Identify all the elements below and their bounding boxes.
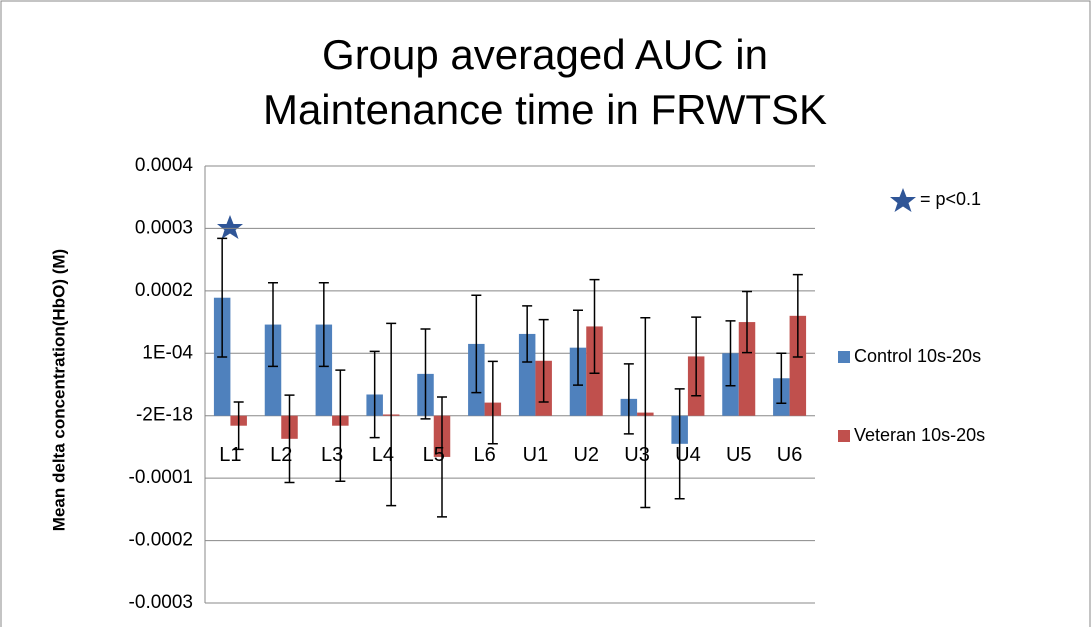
annotation: = p<0.1 bbox=[920, 189, 981, 209]
y-tick-label: 0.0004 bbox=[135, 155, 194, 176]
error-bar bbox=[589, 278, 600, 375]
error-bar bbox=[725, 320, 736, 387]
bar bbox=[315, 324, 333, 416]
bar bbox=[264, 324, 282, 416]
error-bar bbox=[335, 369, 346, 483]
x-tick-label: U6 bbox=[777, 444, 803, 466]
x-tick-label: U5 bbox=[726, 444, 752, 466]
y-tick-label: 1E-04 bbox=[142, 342, 193, 363]
x-tick-label: L1 bbox=[219, 444, 241, 466]
x-tick-label: U1 bbox=[523, 444, 549, 466]
legend-star bbox=[890, 188, 916, 212]
legend-label: Control 10s-20s bbox=[854, 346, 981, 366]
error-bar bbox=[318, 281, 329, 368]
error-bar bbox=[640, 316, 651, 509]
error-bar bbox=[487, 360, 498, 445]
y-tick-label: -0.0003 bbox=[129, 592, 193, 613]
x-tick-label: L4 bbox=[372, 444, 394, 466]
legend-label: Veteran 10s-20s bbox=[854, 425, 985, 445]
chart-title: Maintenance time in FRWTSK bbox=[263, 86, 827, 133]
error-bar bbox=[623, 363, 634, 435]
y-tick-label: 0.0002 bbox=[135, 280, 193, 301]
error-bar bbox=[233, 401, 244, 451]
error-bar bbox=[471, 294, 482, 394]
y-tick-label: 0.0003 bbox=[135, 217, 193, 238]
y-tick-label: -2E-18 bbox=[136, 405, 193, 426]
error-bar bbox=[674, 388, 685, 500]
x-tick-label: L5 bbox=[423, 444, 445, 466]
x-tick-label: U3 bbox=[624, 444, 650, 466]
legend-swatch bbox=[838, 351, 850, 363]
error-bar bbox=[284, 394, 295, 484]
bar bbox=[789, 315, 807, 416]
y-tick-label: -0.0002 bbox=[129, 530, 193, 551]
y-axis-label: Mean delta concentration(HbO) (M) bbox=[49, 249, 68, 531]
error-bar bbox=[573, 309, 583, 386]
error-bar bbox=[522, 305, 533, 363]
chart-title: Group averaged AUC in bbox=[322, 31, 768, 78]
error-bar bbox=[420, 328, 431, 420]
error-bar bbox=[386, 322, 397, 507]
x-tick-label: L6 bbox=[473, 444, 495, 466]
legend-swatch bbox=[838, 430, 850, 442]
error-bar bbox=[268, 281, 278, 368]
error-bar bbox=[437, 396, 447, 518]
error-bar bbox=[776, 352, 787, 404]
error-bar bbox=[217, 237, 228, 358]
error-bar bbox=[369, 350, 380, 439]
error-bar bbox=[742, 290, 752, 354]
error-bar bbox=[691, 316, 702, 397]
x-tick-label: L3 bbox=[321, 444, 343, 466]
y-tick-label: -0.0001 bbox=[129, 467, 193, 488]
x-tick-label: L2 bbox=[270, 444, 292, 466]
x-tick-label: U2 bbox=[573, 444, 599, 466]
bar bbox=[518, 333, 536, 416]
bar bbox=[738, 322, 756, 416]
significance-star bbox=[217, 215, 243, 239]
error-bar bbox=[538, 318, 549, 403]
x-tick-label: U4 bbox=[675, 444, 701, 466]
error-bar bbox=[792, 273, 803, 358]
